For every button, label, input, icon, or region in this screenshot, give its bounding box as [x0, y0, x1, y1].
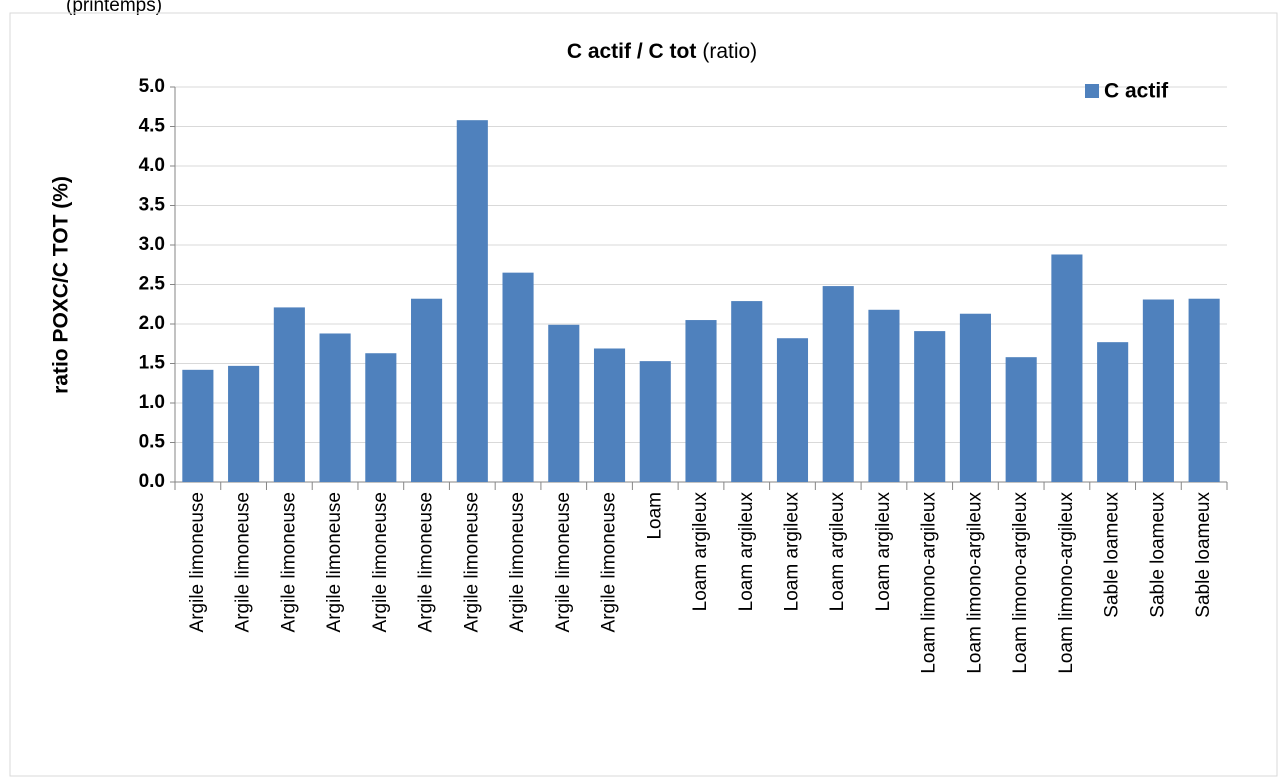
y-tick-label: 3.5	[139, 195, 166, 216]
y-axis-label: ratio POXC/C TOT (%)	[50, 176, 73, 394]
x-tick-label: Loam argileux	[690, 492, 711, 612]
title-main: C actif / C tot	[567, 40, 697, 63]
x-tick-label: Argile limoneuse	[278, 492, 299, 632]
x-tick-label: Argile limoneuse	[324, 492, 345, 632]
x-tick-label: Argile limoneuse	[233, 492, 254, 632]
bar	[228, 365, 260, 482]
bar	[182, 369, 214, 482]
bar	[731, 301, 763, 482]
x-tick-label: Loam limono-argileux	[1056, 492, 1077, 674]
x-tick-label: Loam argileux	[736, 492, 757, 612]
x-tick-label: Loam argileux	[873, 492, 894, 612]
y-tick-label: 0.5	[139, 432, 166, 453]
bar	[456, 120, 488, 483]
legend-label: C actif	[1104, 80, 1169, 103]
x-tick-label: Argile limoneuse	[553, 492, 574, 632]
x-tick-label: Argile limoneuse	[416, 492, 437, 632]
bar	[548, 324, 580, 482]
bar	[502, 272, 534, 482]
x-tick-label: Loam limono-argileux	[1010, 492, 1031, 674]
y-tick-label: 3.0	[139, 234, 165, 255]
legend-swatch	[1085, 84, 1099, 98]
title-note: (ratio)	[702, 40, 757, 63]
bar	[411, 298, 443, 482]
bar	[319, 333, 351, 482]
bar	[914, 331, 946, 482]
bar	[365, 353, 397, 482]
bar	[273, 307, 305, 482]
x-tick-label: Sable loameux	[1193, 492, 1214, 618]
y-tick-label: 1.0	[139, 392, 165, 413]
x-tick-label: Argile limoneuse	[461, 492, 482, 632]
y-tick-label: 1.5	[139, 353, 166, 374]
bar	[776, 338, 809, 482]
bar	[685, 320, 717, 482]
bar	[1051, 254, 1083, 482]
x-tick-label: Loam argileux	[781, 492, 802, 612]
bar	[1097, 342, 1129, 482]
bar	[639, 361, 671, 482]
x-tick-label: Argile limoneuse	[187, 492, 208, 632]
x-tick-label: Loam limono-argileux	[964, 492, 985, 674]
caption: (printemps)	[66, 0, 162, 16]
chart-title: C actif / C tot (ratio)	[567, 40, 757, 63]
x-tick-label: Argile limoneuse	[507, 492, 528, 632]
x-tick-label: Loam	[644, 492, 665, 540]
chart-frame	[9, 12, 1278, 777]
bar	[1188, 298, 1220, 482]
bar	[593, 348, 626, 482]
bar	[1142, 299, 1174, 482]
y-tick-label: 2.5	[139, 274, 166, 295]
bar	[822, 286, 854, 482]
x-tick-label: Sable loameux	[1102, 492, 1123, 618]
bar	[868, 309, 900, 482]
y-tick-label: 4.0	[139, 155, 165, 176]
x-tick-label: Sable loameux	[1147, 492, 1168, 618]
x-tick-label: Argile limoneuse	[599, 492, 620, 632]
x-tick-label: Argile limoneuse	[370, 492, 391, 632]
y-tick-label: 4.5	[139, 116, 166, 137]
y-tick-label: 2.0	[139, 313, 165, 334]
x-tick-label: Loam argileux	[827, 492, 848, 612]
y-tick-label: 5.0	[139, 76, 165, 97]
bar	[959, 313, 991, 482]
x-tick-label: Loam limono-argileux	[919, 492, 940, 674]
y-tick-label: 0.0	[139, 471, 165, 492]
bar	[1005, 357, 1037, 482]
